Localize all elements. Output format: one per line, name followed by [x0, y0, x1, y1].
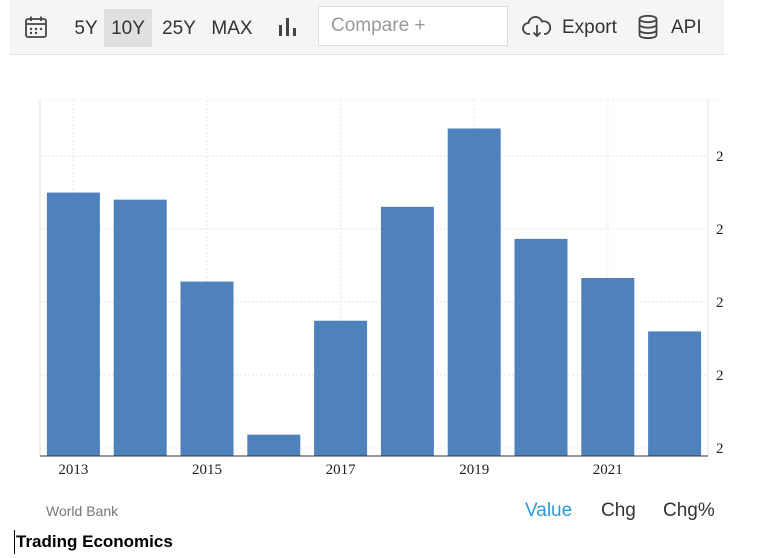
bar-2019: [447, 128, 501, 457]
bar-2017: [314, 320, 368, 456]
tab-chg-percent[interactable]: Chg%: [663, 500, 715, 521]
bar-2021: [581, 278, 635, 456]
y-tick-label-0: 2: [716, 149, 724, 165]
bar-2018: [380, 206, 434, 456]
range-5y-button[interactable]: 5Y: [74, 18, 98, 39]
y-tick-label-4: 2: [716, 441, 724, 457]
chart-type-icon[interactable]: [277, 16, 299, 38]
tab-value[interactable]: Value: [525, 500, 573, 521]
bar-2015: [180, 281, 234, 456]
x-tick-label-2015: 2015: [192, 462, 222, 478]
cloud-download-icon[interactable]: [522, 15, 552, 39]
y-tick-label-3: 2: [716, 368, 724, 384]
bar-2022: [648, 331, 702, 456]
calendar-icon[interactable]: [24, 15, 48, 39]
x-tick-label-2017: 2017: [326, 462, 357, 478]
data-source: World Bank: [46, 503, 119, 519]
x-tick-label-2019: 2019: [459, 462, 489, 478]
brand-name: Trading Economics: [16, 532, 173, 551]
bar-2014: [113, 199, 167, 456]
bar-2016: [247, 434, 301, 456]
range-25y-button[interactable]: 25Y: [162, 18, 196, 39]
bar-2013: [46, 192, 100, 456]
api-button[interactable]: API: [671, 17, 702, 38]
y-tick-label-1: 2: [716, 222, 724, 238]
x-tick-label-2021: 2021: [593, 462, 623, 478]
chart-toolbar: 5Y 10Y 25Y MAX Export API: [10, 0, 724, 55]
text-cursor: [14, 530, 15, 554]
x-tick-label-2013: 2013: [58, 462, 88, 478]
export-button[interactable]: Export: [562, 17, 617, 38]
bar-2020: [514, 238, 568, 456]
database-icon[interactable]: [637, 14, 659, 40]
tab-chg[interactable]: Chg: [601, 500, 636, 521]
range-10y-button[interactable]: 10Y: [104, 9, 152, 47]
y-tick-label-2: 2: [716, 295, 724, 311]
range-max-button[interactable]: MAX: [211, 18, 253, 39]
compare-input[interactable]: [318, 6, 508, 46]
